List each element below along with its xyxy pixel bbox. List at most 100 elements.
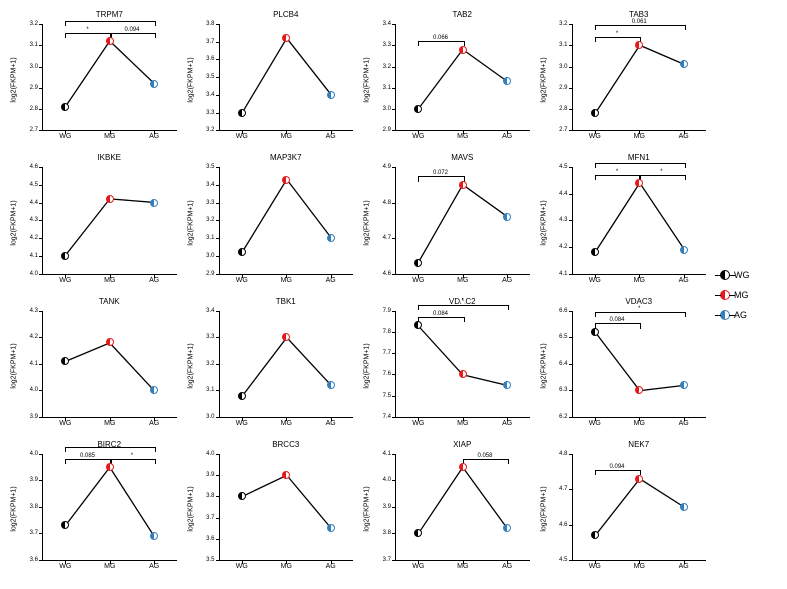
x-tick-label: AG	[149, 130, 159, 140]
x-tick-label: WG	[236, 274, 248, 284]
y-tick-label: 2.7	[559, 127, 572, 133]
x-tick-label: MG	[281, 130, 292, 140]
significance-label: 0.084	[432, 311, 449, 317]
significance-bracket	[463, 459, 509, 464]
data-marker	[106, 195, 114, 203]
x-tick-label: WG	[412, 417, 424, 427]
data-marker	[414, 105, 422, 113]
plot-area: 3.23.33.43.53.63.73.8WGMGAG	[219, 24, 354, 131]
data-marker	[503, 77, 511, 85]
data-marker	[150, 199, 158, 207]
data-marker	[635, 179, 643, 187]
data-marker	[680, 246, 688, 254]
data-marker	[61, 252, 69, 260]
plot-area: 3.03.13.23.33.4WGMGAG	[219, 311, 354, 418]
x-tick-label: MG	[104, 417, 115, 427]
y-tick-label: 3.4	[206, 308, 219, 314]
y-tick-label: 3.8	[206, 21, 219, 27]
data-marker	[106, 463, 114, 471]
x-tick-label: MG	[281, 417, 292, 427]
significance-bracket	[595, 163, 686, 168]
significance-label: 0.094	[609, 464, 626, 470]
significance-bracket	[418, 176, 464, 181]
y-tick-label: 4.0	[30, 271, 43, 277]
y-axis-label: log2(FKPM+1)	[187, 57, 194, 102]
x-tick-label: AG	[679, 417, 689, 427]
data-marker	[635, 41, 643, 49]
y-tick-label: 3.3	[383, 42, 396, 48]
y-tick-label: 2.9	[30, 85, 43, 91]
data-marker	[680, 60, 688, 68]
y-tick-label: 3.0	[383, 106, 396, 112]
x-tick-label: AG	[502, 560, 512, 570]
x-tick-label: MG	[104, 560, 115, 570]
chart-panel: PLCB4log2(FKPM+1)3.23.33.43.53.63.73.8WG…	[187, 10, 358, 149]
x-tick-label: WG	[236, 130, 248, 140]
y-tick-label: 6.5	[559, 334, 572, 340]
chart-panel: VDAC2log2(FKPM+1)7.47.57.67.77.87.9WGMGA…	[363, 297, 534, 436]
plot-area: 3.73.83.94.04.1WGMGAG0.058	[395, 454, 530, 561]
x-tick-label: MG	[457, 274, 468, 284]
y-tick-label: 3.8	[383, 530, 396, 536]
data-marker	[282, 333, 290, 341]
significance-bracket	[110, 33, 156, 38]
significance-bracket	[65, 21, 156, 26]
significance-label: 0.061	[631, 19, 648, 25]
data-marker	[635, 475, 643, 483]
significance-label: *	[130, 453, 134, 459]
y-tick-label: 3.6	[30, 557, 43, 563]
chart-panel: MAP3K7log2(FKPM+1)2.93.03.13.23.33.43.5W…	[187, 153, 358, 292]
x-tick-label: WG	[589, 417, 601, 427]
figure-container: TRPM7log2(FKPM+1)2.72.82.93.03.13.2WGMGA…	[10, 10, 787, 579]
y-tick-label: 3.3	[206, 334, 219, 340]
y-tick-label: 4.8	[383, 200, 396, 206]
data-marker	[327, 234, 335, 242]
y-tick-label: 3.1	[559, 42, 572, 48]
significance-bracket	[595, 175, 641, 180]
data-marker	[61, 521, 69, 529]
x-tick-label: MG	[634, 130, 645, 140]
x-tick-label: WG	[412, 560, 424, 570]
panel-title: NEK7	[572, 440, 707, 449]
y-tick-label: 4.5	[559, 557, 572, 563]
y-tick-label: 4.3	[559, 217, 572, 223]
legend-label: WG	[734, 270, 750, 280]
data-marker	[591, 248, 599, 256]
data-marker	[414, 259, 422, 267]
y-tick-label: 3.0	[206, 253, 219, 259]
data-marker	[282, 471, 290, 479]
x-tick-label: WG	[589, 274, 601, 284]
y-tick-label: 3.2	[559, 21, 572, 27]
plot-area: 4.14.24.34.44.5WGMGAG**	[572, 167, 707, 274]
y-tick-label: 4.6	[559, 522, 572, 528]
chart-panel: BIRC2log2(FKPM+1)3.63.73.83.94.0WGMGAG0.…	[10, 440, 181, 579]
y-tick-label: 3.7	[383, 557, 396, 563]
x-tick-label: AG	[502, 274, 512, 284]
data-marker	[327, 91, 335, 99]
y-tick-label: 7.7	[383, 350, 396, 356]
significance-bracket	[595, 323, 641, 328]
y-tick-label: 3.5	[206, 164, 219, 170]
y-tick-label: 4.2	[30, 235, 43, 241]
y-tick-label: 2.7	[30, 127, 43, 133]
plot-area: 2.93.03.13.23.33.43.5WGMGAG	[219, 167, 354, 274]
chart-panel: TRPM7log2(FKPM+1)2.72.82.93.03.13.2WGMGA…	[10, 10, 181, 149]
y-tick-label: 4.1	[30, 253, 43, 259]
significance-label: *	[461, 299, 465, 305]
data-marker	[150, 532, 158, 540]
x-tick-label: WG	[589, 560, 601, 570]
y-tick-label: 7.9	[383, 308, 396, 314]
x-tick-label: MG	[104, 274, 115, 284]
chart-panel: MFN1log2(FKPM+1)4.14.24.34.44.5WGMGAG**	[540, 153, 711, 292]
data-marker	[459, 181, 467, 189]
panel-title: MFN1	[572, 153, 707, 162]
panel-title: VDAC3	[572, 297, 707, 306]
significance-label: 0.094	[123, 27, 140, 33]
panel-title: TBK1	[219, 297, 354, 306]
panel-title: TAB3	[572, 10, 707, 19]
x-tick-label: AG	[149, 274, 159, 284]
y-axis-label: log2(FKPM+1)	[364, 200, 371, 245]
significance-bracket	[65, 459, 111, 464]
y-axis-label: log2(FKPM+1)	[187, 487, 194, 532]
chart-panel: VDAC3log2(FKPM+1)6.26.36.46.56.6WGMGAG0.…	[540, 297, 711, 436]
